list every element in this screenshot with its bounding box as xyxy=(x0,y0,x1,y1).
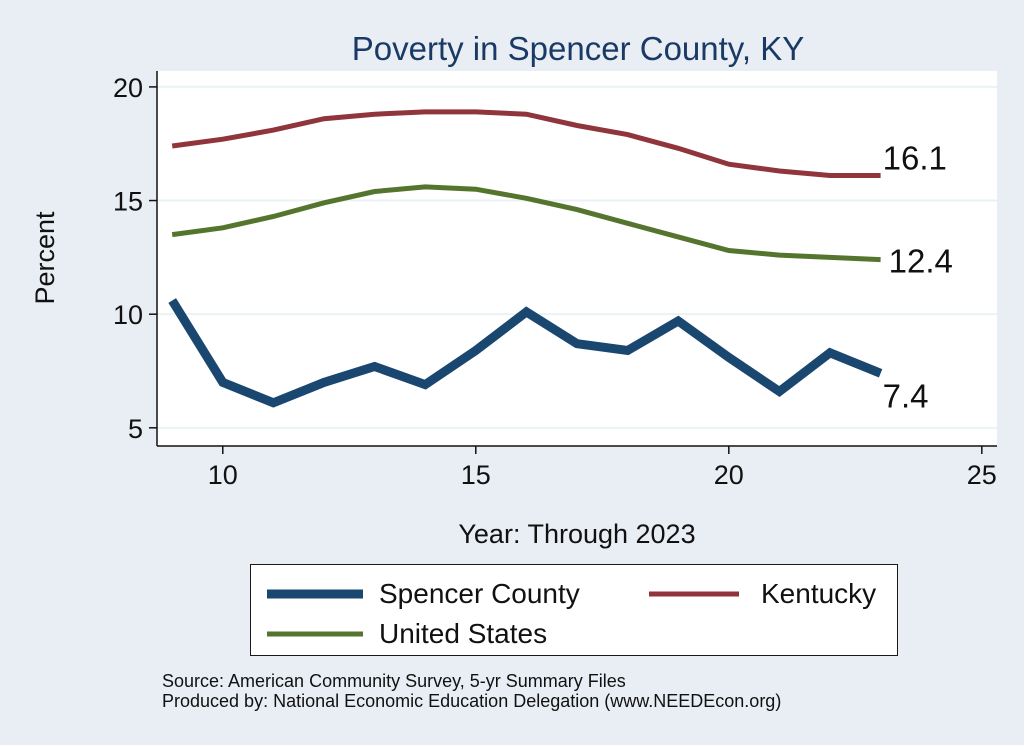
y-tick-label: 10 xyxy=(113,300,143,330)
series-lines xyxy=(168,109,883,408)
x-tick-label: 15 xyxy=(461,460,491,490)
end-label-spencer-county: 7.4 xyxy=(883,377,929,414)
poverty-line-chart: Poverty in Spencer County, KY 5 10 15 20 10 1… xyxy=(30,30,997,549)
x-tick-label: 25 xyxy=(967,460,997,490)
x-tick-label: 20 xyxy=(714,460,744,490)
series-line-kentucky xyxy=(171,109,881,178)
end-labels: 7.4 16.1 12.4 xyxy=(883,140,953,415)
source-line: Source: American Community Survey, 5-yr … xyxy=(162,671,626,691)
legend-label: Spencer County xyxy=(379,578,580,609)
series-line-united-states xyxy=(171,184,881,263)
x-axis-title: Year: Through 2023 xyxy=(458,519,695,549)
legend-label: United States xyxy=(379,618,548,649)
legend-swatch-kentucky xyxy=(649,591,739,597)
axes: 5 10 15 20 10 15 20 25 xyxy=(113,71,997,490)
y-tick-label: 20 xyxy=(113,73,143,103)
legend-swatch-spencer-county xyxy=(267,589,363,599)
produced-by-line: Produced by: National Economic Education… xyxy=(162,691,782,711)
y-tick-label: 5 xyxy=(128,414,143,444)
series-line-spencer-county xyxy=(168,298,883,408)
legend: Spencer County Kentucky United States xyxy=(250,564,898,656)
x-tick-label: 10 xyxy=(208,460,238,490)
gridlines xyxy=(157,85,997,429)
y-tick-label: 15 xyxy=(113,187,143,217)
legend-label: Kentucky xyxy=(761,578,877,609)
y-axis-title: Percent xyxy=(30,211,60,305)
chart-title: Poverty in Spencer County, KY xyxy=(352,30,804,67)
end-label-kentucky: 16.1 xyxy=(883,140,947,177)
end-label-united-states: 12.4 xyxy=(889,243,953,280)
legend-swatch-united-states xyxy=(267,631,363,637)
source-notes: Source: American Community Survey, 5-yr … xyxy=(162,671,781,711)
